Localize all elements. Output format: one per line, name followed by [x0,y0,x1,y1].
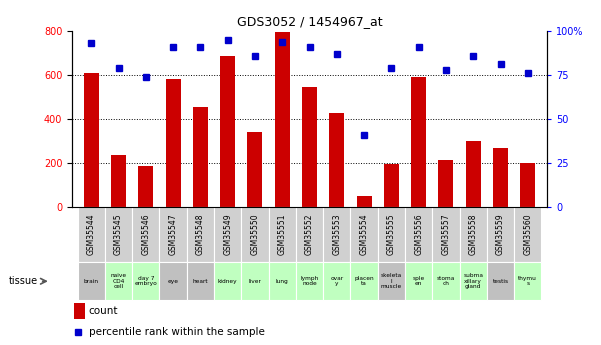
Bar [296,262,323,300]
Text: day 7
embryо: day 7 embryо [135,276,157,286]
Bar [187,207,214,262]
Bar [329,113,344,207]
Text: brain: brain [84,279,99,284]
Bar [84,73,99,207]
Text: GSM35548: GSM35548 [196,214,205,255]
Text: thymu
s: thymu s [519,276,537,286]
Bar [356,196,371,207]
Text: GSM35552: GSM35552 [305,214,314,255]
Title: GDS3052 / 1454967_at: GDS3052 / 1454967_at [237,16,382,29]
Text: stoma
ch: stoma ch [437,276,455,286]
Bar [159,262,187,300]
Bar [432,262,460,300]
Text: GSM35549: GSM35549 [223,214,232,255]
Text: testis: testis [492,279,508,284]
Text: GSM35554: GSM35554 [359,214,368,255]
Text: GSM35556: GSM35556 [414,214,423,255]
Text: GSM35558: GSM35558 [469,214,478,255]
Text: GSM35547: GSM35547 [169,214,177,255]
Bar [378,207,405,262]
Bar [384,164,399,207]
Bar [514,207,542,262]
Text: tissue: tissue [8,276,37,286]
Bar [520,163,535,207]
Text: subma
xillary
gland: subma xillary gland [463,273,483,289]
Text: GSM35557: GSM35557 [442,214,450,255]
Bar [487,207,514,262]
Bar [159,207,187,262]
Bar [323,207,350,262]
Bar [75,303,85,319]
Bar [105,262,132,300]
Text: placen
ta: placen ta [354,276,374,286]
Text: skeleta
l
muscle: skeleta l muscle [381,273,402,289]
Bar [105,207,132,262]
Bar [220,56,235,207]
Bar [378,262,405,300]
Bar [269,207,296,262]
Bar [138,166,153,207]
Bar [275,32,290,207]
Bar [214,262,241,300]
Bar [296,207,323,262]
Text: GSM35545: GSM35545 [114,214,123,255]
Bar [193,107,208,207]
Bar [487,262,514,300]
Bar [466,141,481,207]
Bar [460,207,487,262]
Bar [187,262,214,300]
Text: GSM35559: GSM35559 [496,214,505,255]
Text: lymph
node: lymph node [300,276,319,286]
Bar [350,207,378,262]
Text: lung: lung [276,279,288,284]
Bar [439,160,453,207]
Text: GSM35555: GSM35555 [387,214,396,255]
Bar [132,262,159,300]
Bar [323,262,350,300]
Text: count: count [89,306,118,316]
Text: heart: heart [192,279,208,284]
Text: GSM35546: GSM35546 [141,214,150,255]
Bar [78,207,105,262]
Text: GSM35544: GSM35544 [87,214,96,255]
Bar [166,79,180,207]
Text: naive
CD4
cell: naive CD4 cell [111,273,127,289]
Bar [214,207,241,262]
Bar [248,132,263,207]
Text: ovar
y: ovar y [330,276,343,286]
Bar [493,148,508,207]
Text: GSM35550: GSM35550 [251,214,260,255]
Bar [405,262,432,300]
Text: percentile rank within the sample: percentile rank within the sample [89,327,264,337]
Bar [432,207,460,262]
Bar [411,77,426,207]
Bar [514,262,542,300]
Bar [78,262,105,300]
Text: GSM35551: GSM35551 [278,214,287,255]
Bar [460,262,487,300]
Bar [302,87,317,207]
Text: liver: liver [248,279,261,284]
Bar [269,262,296,300]
Bar [241,262,269,300]
Text: sple
en: sple en [412,276,425,286]
Text: eye: eye [168,279,178,284]
Text: GSM35553: GSM35553 [332,214,341,255]
Text: kidney: kidney [218,279,237,284]
Bar [132,207,159,262]
Text: GSM35560: GSM35560 [523,214,532,255]
Bar [350,262,378,300]
Bar [241,207,269,262]
Bar [405,207,432,262]
Bar [111,155,126,207]
